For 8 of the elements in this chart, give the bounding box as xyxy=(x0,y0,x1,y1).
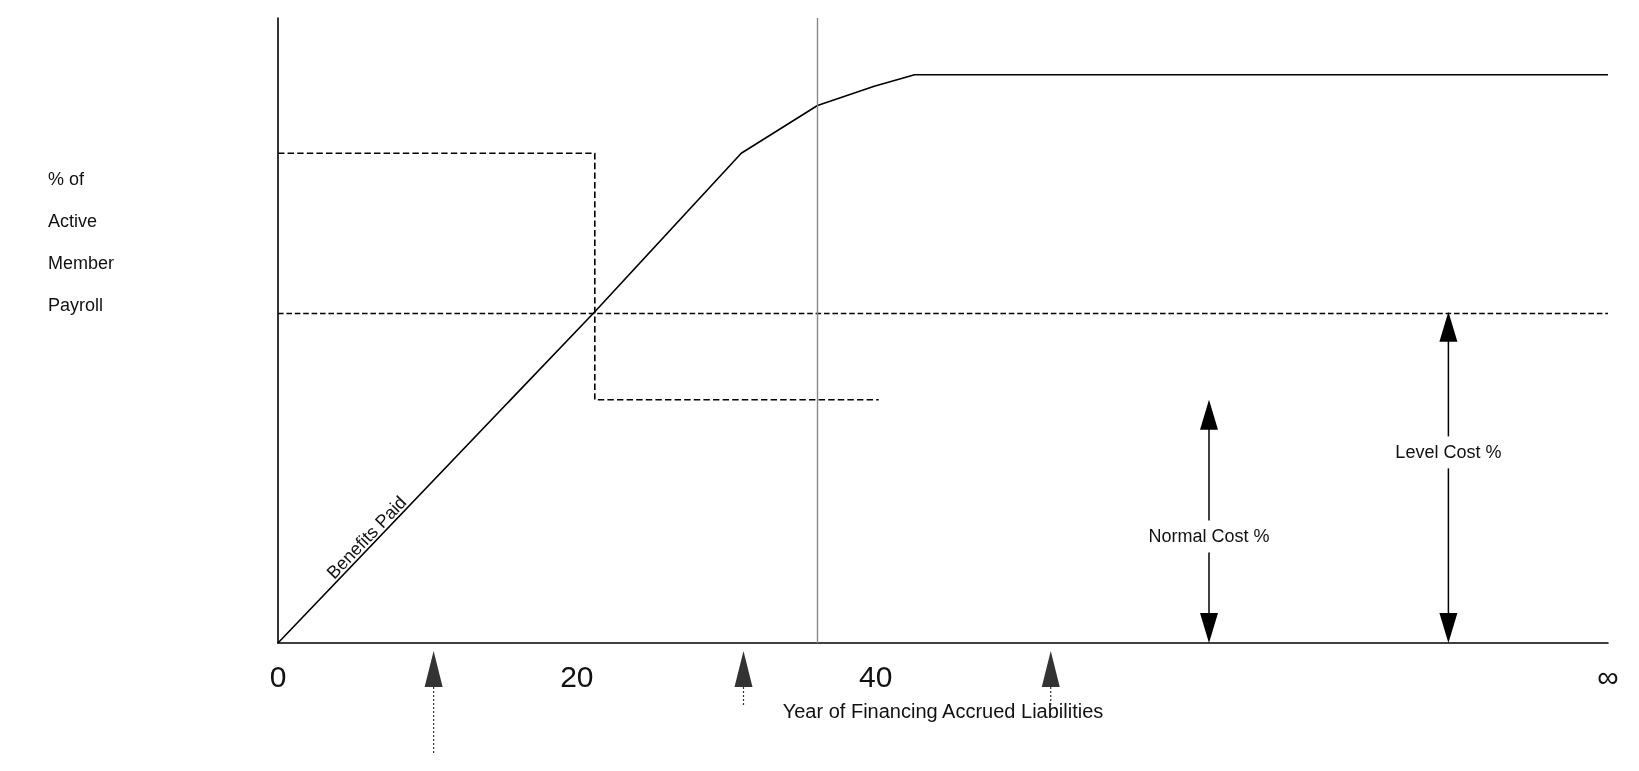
x-tick-label: ∞ xyxy=(1597,659,1619,693)
text: % of Active Member Payroll xyxy=(48,169,115,315)
x-axis-title: Year of Financing Accrued Liabilities xyxy=(782,700,1104,722)
x-tick-label: 40 xyxy=(859,659,893,693)
annotation: Level Cost % xyxy=(1395,442,1502,463)
x-tick-label: 20 xyxy=(560,659,594,693)
x-tick-label: 0 xyxy=(269,659,287,693)
annotation: Normal Cost % xyxy=(1148,526,1270,547)
